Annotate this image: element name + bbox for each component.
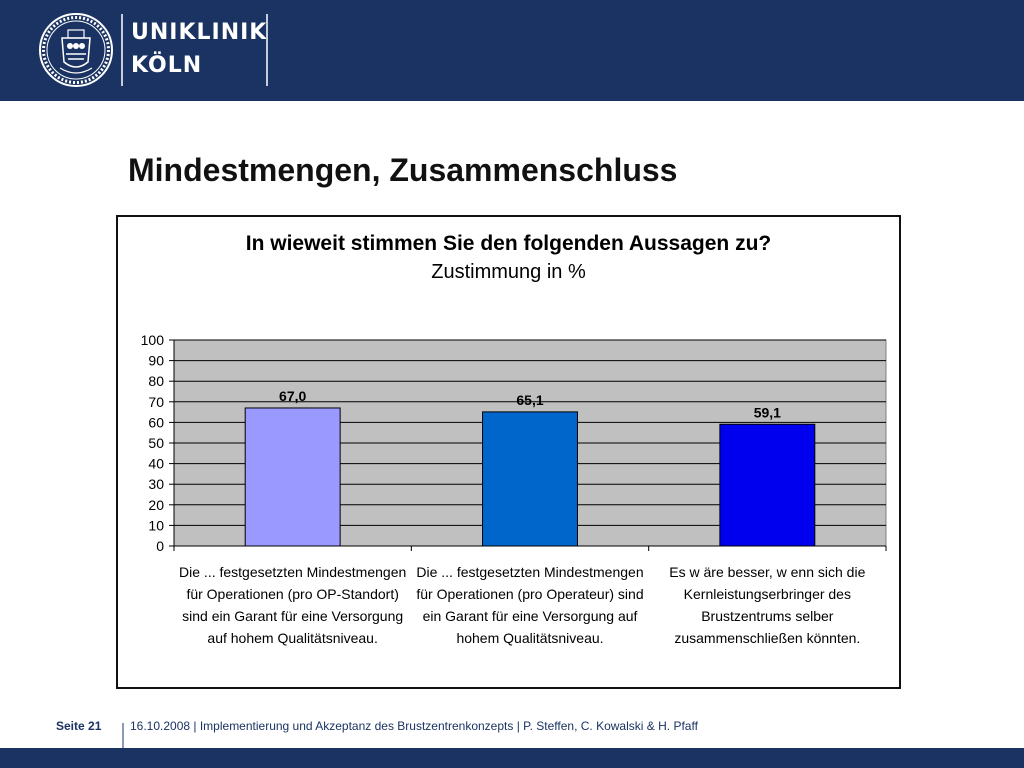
y-tick-label: 100 [141, 332, 165, 348]
y-tick-label: 90 [148, 353, 164, 369]
footer-info: 16.10.2008 | Implementierung und Akzepta… [130, 719, 698, 733]
header-divider [266, 14, 268, 86]
y-tick-label: 50 [148, 435, 164, 451]
bar [244, 407, 341, 547]
y-tick-label: 20 [148, 497, 164, 513]
university-seal-logo [39, 13, 113, 87]
header-bar: UNIKLINIK KÖLN [0, 0, 1024, 101]
y-tick-label: 80 [148, 373, 164, 389]
header-divider [121, 14, 123, 86]
brand-line-1: UNIKLINIK [131, 20, 268, 45]
y-tick-label: 30 [148, 476, 164, 492]
category-label: Es w äre besser, w enn sich die Kernleis… [669, 564, 866, 646]
bar-chart: 0 10 20 30 40 50 60 70 80 90 100 67,0 65,1 59,1 [141, 332, 887, 554]
chart-subtitle: Zustimmung in % [431, 261, 586, 283]
bar [719, 423, 816, 547]
footer-divider [122, 723, 124, 768]
y-tick-label: 0 [156, 538, 164, 554]
brand-logotype: UNIKLINIK KÖLN [131, 16, 267, 82]
chart-title: In wieweit stimmen Sie den folgenden Aus… [245, 232, 772, 255]
brand-line-2: KÖLN [131, 53, 203, 78]
y-tick-label: 60 [148, 414, 164, 430]
y-tick-label: 70 [148, 394, 164, 410]
data-label: 65,1 [516, 392, 543, 408]
page-number: Seite 21 [56, 719, 102, 733]
bar [482, 411, 578, 547]
y-tick-label: 40 [148, 456, 164, 472]
slide-title: Mindestmengen, Zusammenschluss [128, 152, 678, 188]
footer: Seite 21 16.10.2008 | Implementierung un… [0, 716, 1024, 738]
data-label: 59,1 [754, 404, 781, 420]
category-label: Die ... festgesetzten Mindestmengen für … [416, 564, 644, 646]
y-tick-label: 10 [148, 517, 164, 533]
chart-frame: In wieweit stimmen Sie den folgenden Aus… [116, 215, 901, 689]
category-label: Die ... festgesetzten Mindestmengen für … [179, 564, 407, 646]
data-label: 67,0 [279, 388, 306, 404]
footer-bar [0, 748, 1024, 768]
